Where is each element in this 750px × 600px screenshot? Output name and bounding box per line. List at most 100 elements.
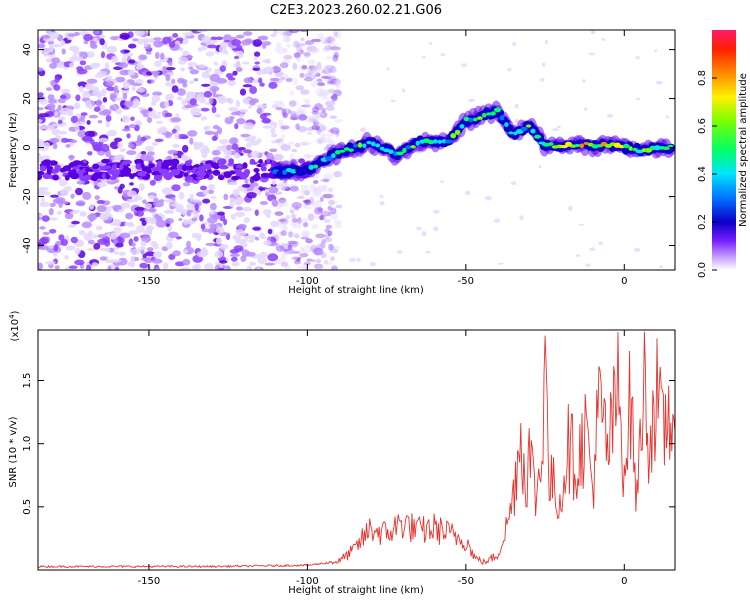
spectrogram-speckle xyxy=(285,187,290,192)
colorbar-tick-label: 0.2 xyxy=(697,214,708,230)
spectrogram-speckle xyxy=(119,148,126,152)
spectrogram-speckle xyxy=(277,200,289,208)
spectrogram-speckle xyxy=(138,107,146,111)
spectrogram-speckle xyxy=(322,68,331,76)
spectrogram-speckle xyxy=(38,92,44,97)
spectrogram-speckle xyxy=(302,230,310,238)
spectrogram-speckle xyxy=(249,99,256,106)
ridge-peak xyxy=(574,143,581,148)
spectrogram-speckle xyxy=(274,211,284,216)
spectrogram-speckle xyxy=(59,168,67,173)
spectrogram-speckle xyxy=(302,217,308,226)
spectrogram-speckle xyxy=(464,190,471,196)
spectrogram-speckle xyxy=(119,183,125,189)
ridge-peak xyxy=(353,144,358,148)
spectrogram-speckle xyxy=(105,115,112,122)
spectrogram-speckle xyxy=(151,141,159,146)
spectrogram-speckle xyxy=(296,107,303,115)
spectrogram-speckle xyxy=(169,41,176,48)
spectrogram-speckle xyxy=(208,211,216,215)
spectrogram-speckle xyxy=(189,98,197,106)
spectrogram-speckle xyxy=(97,238,108,245)
spectrogram-speckle xyxy=(281,251,288,259)
ridge-peak xyxy=(490,111,496,116)
spectrogram-speckle xyxy=(79,211,87,217)
spectrogram-speckle xyxy=(370,262,376,267)
spectrogram-speckle xyxy=(271,133,278,138)
spectrogram-speckle xyxy=(58,130,67,135)
spectrogram-speckle xyxy=(89,203,94,210)
spectrogram-speckle xyxy=(281,108,292,116)
spectrogram-speckle xyxy=(275,46,286,54)
spectrogram-speckle xyxy=(187,91,197,96)
spectrogram-speckle xyxy=(317,138,323,144)
spectrogram-speckle xyxy=(38,173,43,181)
spectrogram-speckle xyxy=(421,56,426,59)
spectrogram-speckle xyxy=(329,46,341,51)
spectrogram-speckle xyxy=(262,125,273,129)
spectrogram-speckle xyxy=(315,88,325,96)
spectrogram-speckle xyxy=(71,220,80,225)
spectrogram-speckle xyxy=(282,223,288,230)
spectrogram-speckle xyxy=(425,251,431,254)
spectrogram-speckle xyxy=(285,214,291,220)
spectrogram-speckle xyxy=(56,210,63,215)
spectrogram-speckle xyxy=(231,175,240,181)
spectrogram-speckle xyxy=(228,106,238,112)
spectrogram-speckle xyxy=(105,75,113,79)
spectrogram-speckle xyxy=(248,261,257,266)
spectrogram-speckle xyxy=(136,210,144,217)
spectrogram-speckle xyxy=(634,247,641,252)
spectrogram-speckle xyxy=(314,117,320,125)
spectrogram-speckle xyxy=(309,186,317,192)
spectrogram-speckle xyxy=(38,113,50,118)
spectrogram-speckle xyxy=(135,163,142,170)
spectrogram-speckle xyxy=(285,77,293,83)
spectrogram-speckle xyxy=(282,31,292,37)
spectrogram-speckle xyxy=(95,225,103,231)
spectrogram-speckle xyxy=(282,112,289,119)
spectrogram-speckle xyxy=(217,211,225,216)
spectrogram-speckle xyxy=(349,257,356,262)
spectrogram-speckle xyxy=(39,165,47,172)
spectrogram-speckle xyxy=(259,201,268,205)
spectrogram-speckle xyxy=(315,80,325,85)
spectrogram-speckle xyxy=(114,186,119,190)
spectrogram-speckle xyxy=(315,138,327,143)
spectrogram-speckle xyxy=(160,52,165,60)
spectrogram-speckle xyxy=(297,220,304,224)
spectrogram-speckle xyxy=(290,110,297,118)
spectrogram-speckle xyxy=(216,145,227,151)
spectrogram-speckle xyxy=(99,38,105,46)
figure-title: C2E3.2023.260.02.21.G06 xyxy=(270,3,442,18)
spectrogram-speckle xyxy=(305,67,311,72)
spectrogram-speckle xyxy=(585,263,591,267)
spectrogram-speckle xyxy=(239,88,247,96)
spectrogram-speckle xyxy=(255,191,262,196)
spectrogram-speckle xyxy=(164,112,173,118)
spectrogram-speckle xyxy=(130,255,136,263)
spectrogram-speckle xyxy=(96,181,108,188)
spectrogram-speckle xyxy=(331,265,338,270)
spectrogram-speckle xyxy=(92,90,102,97)
spectrogram-speckle xyxy=(145,251,156,257)
spectrogram-speckle xyxy=(317,207,324,213)
spectrogram-speckle xyxy=(540,78,545,82)
spectrogram-speckle xyxy=(280,134,286,140)
spectrogram-speckle xyxy=(317,138,323,145)
spectrogram-speckle xyxy=(206,44,218,49)
spectrogram-speckle xyxy=(122,81,130,90)
spectrogram-speckle xyxy=(119,163,124,170)
spectrogram-speckle xyxy=(236,118,246,125)
spectrogram-speckle xyxy=(100,143,110,152)
spectrogram-speckle xyxy=(110,259,122,263)
spectrogram-speckle xyxy=(127,261,134,267)
spectrogram-speckle xyxy=(115,242,124,248)
spectrogram-speckle xyxy=(82,191,92,200)
spectrogram-speckle xyxy=(76,180,85,185)
spectrogram-speckle xyxy=(289,185,299,192)
spectrogram-speckle xyxy=(141,220,147,226)
colorbar-ticks: 0.0 0.2 0.4 0.6 0.8 xyxy=(697,70,717,278)
spectrogram-speckle xyxy=(118,251,126,256)
snr-ylabel: SNR (10 * v/v) xyxy=(8,416,19,487)
